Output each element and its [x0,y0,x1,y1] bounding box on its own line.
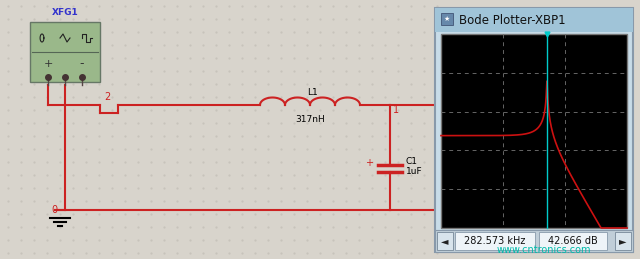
Text: Bode Plotter-XBP1: Bode Plotter-XBP1 [459,13,566,26]
Bar [539,232,607,250]
Text: 1uF: 1uF [406,168,422,176]
Text: 282.573 kHz: 282.573 kHz [464,236,525,246]
Text: 317nH: 317nH [295,115,325,124]
Text: 2: 2 [104,92,110,102]
Bar [615,232,631,250]
Bar [30,22,100,82]
Text: L1: L1 [307,88,317,97]
Text: ★: ★ [444,16,450,22]
Text: -: - [80,57,84,70]
Text: 0: 0 [51,205,57,215]
Bar [435,8,633,32]
Text: ►: ► [620,236,627,246]
Text: www.cntronics.com: www.cntronics.com [497,245,591,255]
Text: +: + [365,158,373,168]
Text: XFG1: XFG1 [52,8,78,17]
Text: ◄: ◄ [441,236,449,246]
Text: 1: 1 [393,105,399,115]
Text: 42.666 dB: 42.666 dB [548,236,598,246]
Bar [441,34,627,228]
Bar [441,13,453,25]
Bar [455,232,535,250]
Text: C1: C1 [406,156,418,166]
Bar [435,8,633,252]
Bar [437,232,453,250]
Bar [435,230,633,252]
Text: +: + [44,59,52,69]
